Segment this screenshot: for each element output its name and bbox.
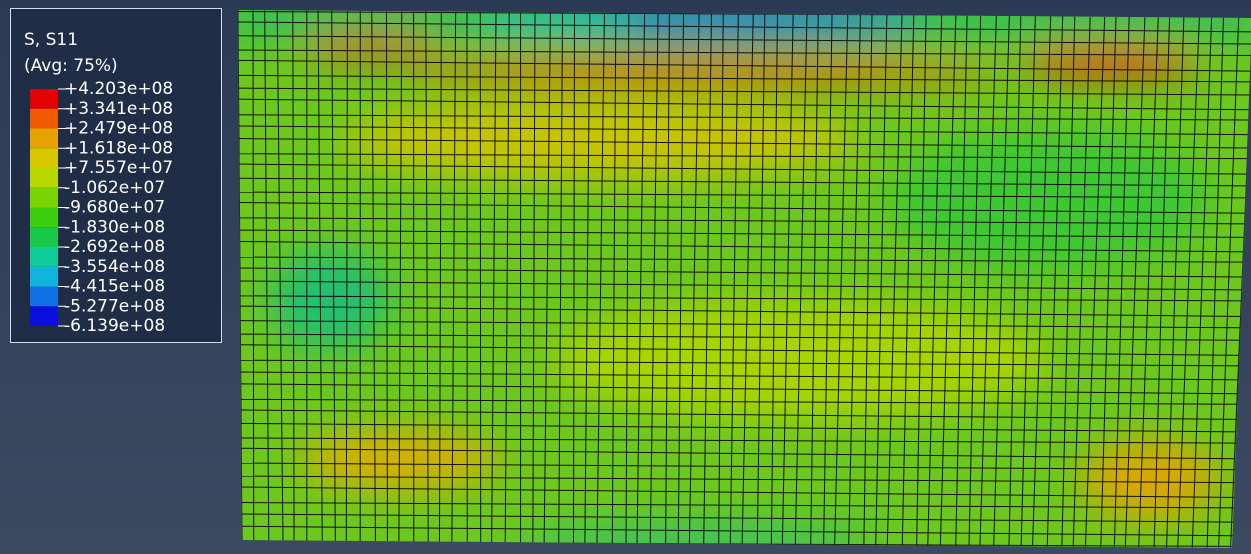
- legend-label: -6.139e+08: [64, 316, 165, 336]
- legend-label: -1.830e+08: [64, 217, 165, 237]
- color-band: [30, 247, 58, 267]
- legend-label: -4.415e+08: [64, 277, 165, 297]
- legend-label: +2.479e+08: [64, 119, 173, 139]
- legend-title: S, S11: [24, 30, 78, 50]
- color-band: [30, 267, 58, 287]
- color-band: [30, 188, 58, 208]
- color-band: [30, 168, 58, 188]
- color-band: [30, 129, 58, 149]
- legend-label: +1.618e+08: [64, 138, 173, 158]
- contour-view: S, S11 (Avg: 75%) +4.203e+08+3.341e+08+2…: [0, 0, 1251, 554]
- legend-label: +7.557e+07: [64, 158, 173, 178]
- legend-label: -9.680e+07: [64, 198, 165, 218]
- color-band: [30, 109, 58, 129]
- legend-label: -5.277e+08: [64, 296, 165, 316]
- viewport: S, S11 (Avg: 75%) +4.203e+08+3.341e+08+2…: [0, 0, 1251, 554]
- legend-label: -2.692e+08: [64, 237, 165, 257]
- legend-label: -1.062e+07: [64, 178, 165, 198]
- legend-label: -3.554e+08: [64, 257, 165, 277]
- color-band: [30, 148, 58, 168]
- legend-subtitle: (Avg: 75%): [24, 56, 118, 76]
- color-band: [30, 227, 58, 247]
- mesh: [230, 0, 1251, 554]
- color-band: [30, 208, 58, 228]
- color-bar: +4.203e+08+3.341e+08+2.479e+08+1.618e+08…: [30, 79, 173, 336]
- legend-label: +4.203e+08: [64, 79, 173, 99]
- mesh-line: [253, 10, 254, 540]
- color-band: [30, 89, 58, 109]
- color-band: [30, 287, 58, 307]
- color-band: [30, 306, 58, 326]
- legend-label: +3.341e+08: [64, 99, 173, 119]
